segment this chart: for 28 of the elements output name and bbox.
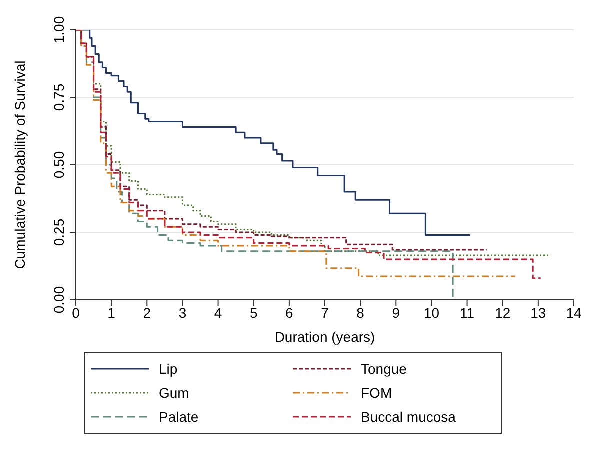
y-tick-label: 0.75 — [51, 84, 67, 112]
y-axis-title: Cumulative Probability of Survival — [12, 60, 28, 270]
y-tick-label: 1.00 — [51, 16, 67, 44]
legend-label: FOM — [361, 385, 392, 401]
x-tick-label: 9 — [392, 304, 400, 321]
x-tick-label: 13 — [530, 304, 546, 321]
y-tick-label: 0.25 — [51, 218, 67, 246]
legend-label: Palate — [159, 409, 199, 425]
y-tick-label: 0.00 — [51, 286, 67, 314]
x-tick-label: 2 — [143, 304, 152, 321]
legend-label: Lip — [159, 361, 178, 377]
x-tick-label: 5 — [250, 304, 258, 321]
x-tick-label: 3 — [178, 304, 187, 321]
x-tick-label: 10 — [424, 304, 440, 321]
x-axis-title: Duration (years) — [274, 329, 376, 345]
x-tick-label: 6 — [286, 304, 294, 321]
x-tick-label: 12 — [495, 304, 511, 321]
y-tick-label: 0.50 — [51, 151, 67, 179]
x-tick-label: 4 — [214, 304, 222, 321]
x-tick-label: 0 — [72, 304, 80, 321]
legend-label: Gum — [159, 385, 190, 401]
x-tick-label: 11 — [460, 304, 475, 321]
x-tick-label: 8 — [356, 304, 365, 321]
legend-label: Tongue — [361, 361, 407, 377]
x-tick-label: 1 — [108, 304, 116, 321]
legend-label: Buccal mucosa — [361, 409, 456, 425]
x-tick-label: 7 — [321, 304, 330, 321]
x-tick-label: 14 — [566, 304, 582, 321]
